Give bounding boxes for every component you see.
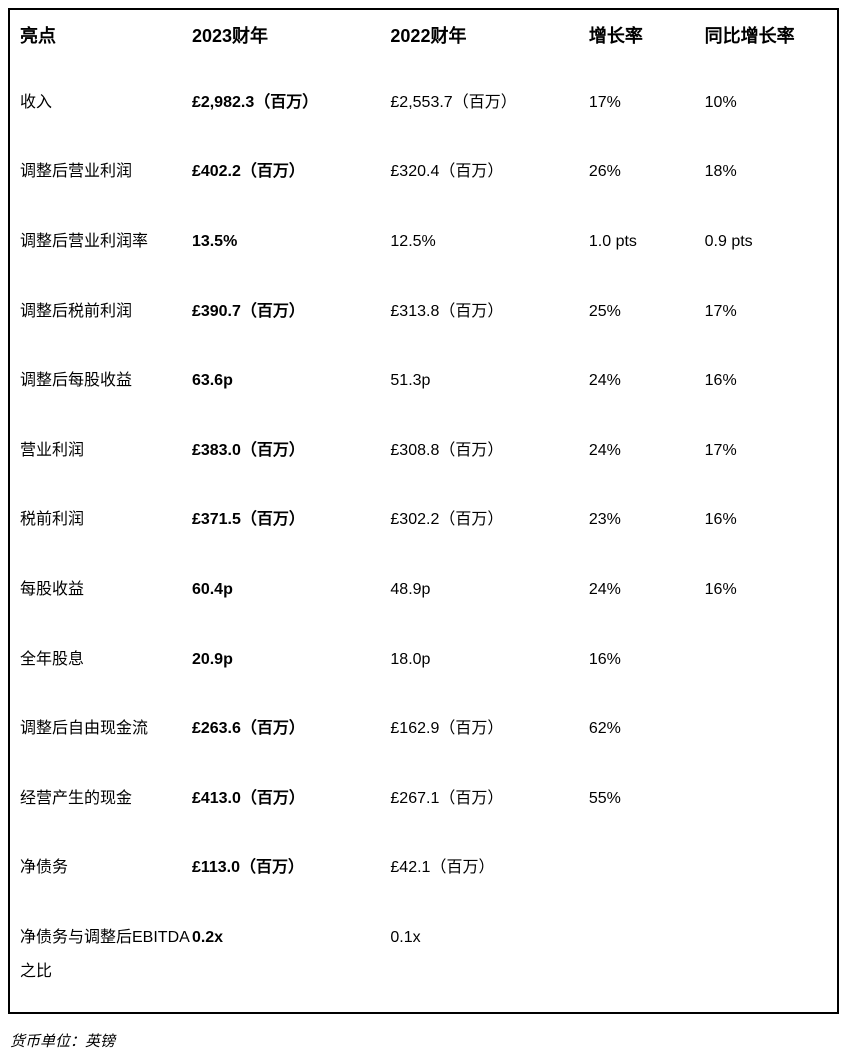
table-cell: 营业利润 [10,422,192,492]
table-cell: 23% [589,491,705,561]
table-cell [705,700,837,770]
table-cell: £162.9（百万） [390,700,588,770]
table-cell [705,770,837,840]
table-cell: 60.4p [192,561,390,631]
table-cell [705,631,837,701]
col-header-yoy-growth: 同比增长率 [705,10,837,74]
table-cell: 1.0 pts [589,213,705,283]
table-cell: 0.1x [390,909,588,1012]
table-cell: 调整后每股收益 [10,352,192,422]
table-cell: 调整后营业利润率 [10,213,192,283]
table-cell: £308.8（百万） [390,422,588,492]
table-cell: 每股收益 [10,561,192,631]
table-cell: £2,553.7（百万） [390,74,588,144]
table-cell: 收入 [10,74,192,144]
table-row: 营业利润£383.0（百万）£308.8（百万）24%17% [10,422,837,492]
table-row: 收入£2,982.3（百万）£2,553.7（百万）17%10% [10,74,837,144]
table-cell: £402.2（百万） [192,143,390,213]
table-row: 每股收益60.4p48.9p24%16% [10,561,837,631]
table-cell [589,909,705,1012]
table-cell: 63.6p [192,352,390,422]
table-row: 调整后每股收益63.6p51.3p24%16% [10,352,837,422]
table-cell [705,839,837,909]
table-cell: 调整后税前利润 [10,283,192,353]
table-cell: £383.0（百万） [192,422,390,492]
table-row: 净债务£113.0（百万）£42.1（百万） [10,839,837,909]
table-cell: 17% [705,422,837,492]
col-header-fy2022: 2022财年 [390,10,588,74]
table-row: 全年股息20.9p18.0p16% [10,631,837,701]
table-cell: £313.8（百万） [390,283,588,353]
table-cell: 净债务与调整后EBITDA之比 [10,909,192,1012]
table-cell: 55% [589,770,705,840]
table-cell: 13.5% [192,213,390,283]
table-cell: 16% [705,352,837,422]
table-cell: 18% [705,143,837,213]
table-row: 税前利润£371.5（百万）£302.2（百万）23%16% [10,491,837,561]
table-cell: 20.9p [192,631,390,701]
table-cell: £113.0（百万） [192,839,390,909]
table-cell: 税前利润 [10,491,192,561]
table-cell: 51.3p [390,352,588,422]
col-header-growth: 增长率 [589,10,705,74]
table-cell: 调整后自由现金流 [10,700,192,770]
table-row: 调整后营业利润率13.5%12.5%1.0 pts0.9 pts [10,213,837,283]
table-cell: 17% [589,74,705,144]
table-cell: 24% [589,422,705,492]
currency-footnote: 货币单位：英镑 [8,1030,839,1051]
financial-highlights-table: 亮点 2023财年 2022财年 增长率 同比增长率 收入£2,982.3（百万… [8,8,839,1014]
table-row: 调整后自由现金流£263.6（百万）£162.9（百万）62% [10,700,837,770]
table-cell: 0.2x [192,909,390,1012]
table-cell: £413.0（百万） [192,770,390,840]
table-cell: £2,982.3（百万） [192,74,390,144]
table-cell: 全年股息 [10,631,192,701]
col-header-highlights: 亮点 [10,10,192,74]
table-cell: £302.2（百万） [390,491,588,561]
table-cell [589,839,705,909]
table-cell: 18.0p [390,631,588,701]
table-cell: 62% [589,700,705,770]
table-cell: 17% [705,283,837,353]
table-cell: 经营产生的现金 [10,770,192,840]
table-row: 调整后税前利润£390.7（百万）£313.8（百万）25%17% [10,283,837,353]
table-cell: 12.5% [390,213,588,283]
table-row: 经营产生的现金£413.0（百万）£267.1（百万）55% [10,770,837,840]
table-cell: 16% [589,631,705,701]
table-cell: 16% [705,561,837,631]
table-header-row: 亮点 2023财年 2022财年 增长率 同比增长率 [10,10,837,74]
table-cell: 16% [705,491,837,561]
table-cell: 0.9 pts [705,213,837,283]
table-cell: 10% [705,74,837,144]
table-cell: 净债务 [10,839,192,909]
table-cell: £263.6（百万） [192,700,390,770]
table-body: 收入£2,982.3（百万）£2,553.7（百万）17%10%调整后营业利润£… [10,74,837,1012]
table-cell: £267.1（百万） [390,770,588,840]
table-cell: 26% [589,143,705,213]
table-row: 调整后营业利润£402.2（百万）£320.4（百万）26%18% [10,143,837,213]
table-row: 净债务与调整后EBITDA之比0.2x0.1x [10,909,837,1012]
col-header-fy2023: 2023财年 [192,10,390,74]
table-cell: £320.4（百万） [390,143,588,213]
table-cell: 调整后营业利润 [10,143,192,213]
table-cell: £390.7（百万） [192,283,390,353]
table-cell: 24% [589,352,705,422]
table-cell: 25% [589,283,705,353]
table-cell: £42.1（百万） [390,839,588,909]
table-cell: 24% [589,561,705,631]
table-cell [705,909,837,1012]
table-cell: 48.9p [390,561,588,631]
table-cell: £371.5（百万） [192,491,390,561]
